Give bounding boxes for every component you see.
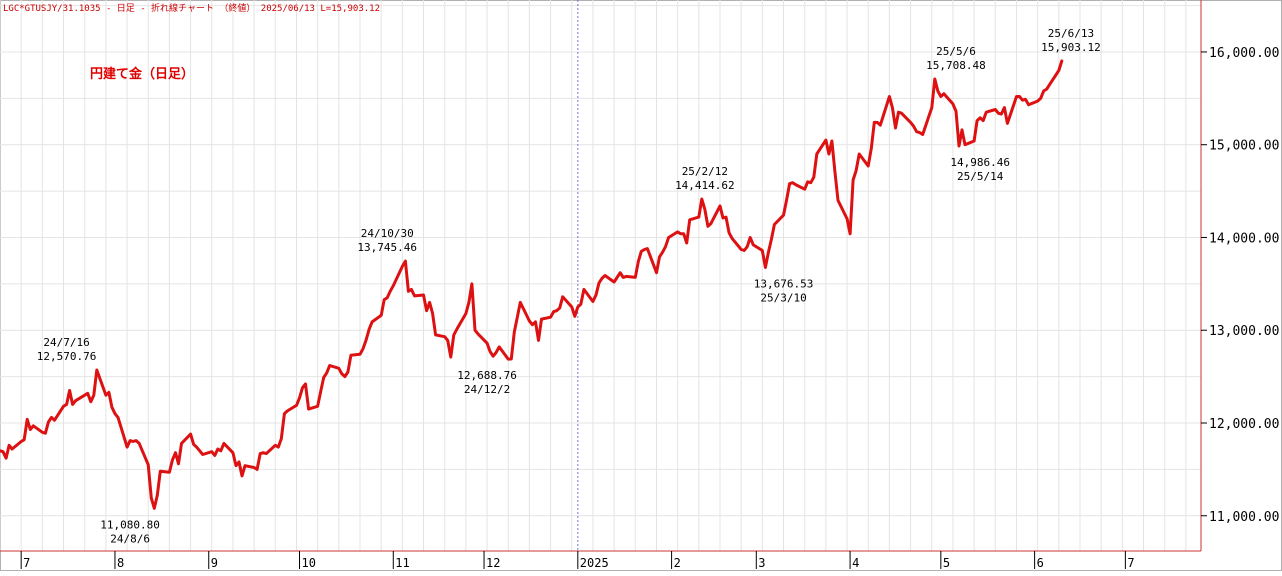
annotation-value-5: 13,676.53 [754,277,814,290]
x-tick-label-7: 2 [674,556,681,570]
annotation-date-0: 24/7/16 [43,336,89,349]
y-tick-label-5: 16,000.00 [1209,46,1279,61]
x-axis-ticks: 7 8 9 10 11 12 2025 2 3 4 5 6 7 [20,551,1135,570]
x-tick-label-11: 6 [1037,556,1044,570]
annotation-date-5: 25/3/10 [760,291,806,304]
x-tick-label-6: 2025 [580,556,609,570]
y-axis-ticks: 11,000.00 12,000.00 13,000.00 14,000.00 15,0… [1201,46,1279,525]
chart-title: 円建て金（日足） [90,66,194,82]
annotation-6: 25/5/615,708.48 [926,45,986,72]
annotation-value-4: 14,414.62 [675,179,735,192]
annotation-value-7: 14,986.46 [950,156,1010,169]
annotation-value-8: 15,903.12 [1041,41,1101,54]
annotation-value-3: 12,688.76 [457,369,517,382]
annotation-date-8: 25/6/13 [1048,27,1094,40]
y-tick-label-0: 11,000.00 [1209,510,1279,525]
annotation-date-2: 24/10/30 [361,227,414,240]
horizontal-grid [0,5,1201,517]
y-tick-label-1: 12,000.00 [1209,417,1279,432]
x-tick-label-2: 9 [211,556,218,570]
annotation-value-0: 12,570.76 [37,350,97,363]
x-tick-label-10: 5 [943,556,950,570]
vertical-grid [0,0,1187,551]
x-tick-label-5: 12 [486,556,500,570]
y-tick-label-4: 15,000.00 [1209,139,1279,154]
annotation-date-4: 25/2/12 [682,165,728,178]
chart-header: LGC*GTUSJY/31.1035 - 日足 - 折れ線チャート （終値） 2… [3,2,380,14]
series-line-close [0,59,1064,510]
annotation-date-6: 25/5/6 [936,45,976,58]
x-tick-label-12: 7 [1127,556,1134,570]
annotation-date-3: 24/12/2 [464,383,510,396]
x-tick-label-1: 8 [117,556,124,570]
y-tick-label-3: 14,000.00 [1209,231,1279,246]
y-tick-label-2: 13,000.00 [1209,324,1279,339]
annotations: 24/7/1612,570.7611,080.8024/8/624/10/301… [37,27,1101,545]
x-tick-label-0: 7 [23,556,30,570]
x-tick-label-4: 11 [395,556,409,570]
annotation-value-2: 13,745.46 [357,241,417,254]
x-tick-label-3: 10 [301,556,315,570]
x-tick-label-8: 3 [758,556,765,570]
annotation-value-6: 15,708.48 [926,59,986,72]
annotation-value-1: 11,080.80 [100,518,160,531]
annotation-date-1: 24/8/6 [110,532,150,545]
annotation-date-7: 25/5/14 [957,170,1004,183]
x-tick-label-9: 4 [852,556,859,570]
